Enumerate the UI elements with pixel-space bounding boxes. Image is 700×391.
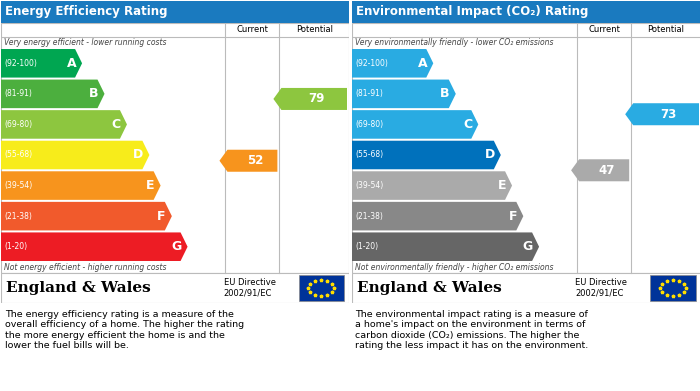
Polygon shape (352, 171, 512, 200)
Polygon shape (1, 171, 160, 200)
Text: A: A (66, 57, 76, 70)
Text: Current: Current (588, 25, 620, 34)
Polygon shape (352, 80, 456, 108)
Text: (39-54): (39-54) (355, 181, 384, 190)
Bar (352, 23, 700, 273)
Text: (69-80): (69-80) (355, 120, 383, 129)
Text: E: E (146, 179, 155, 192)
Bar (352, 1, 700, 23)
Text: EU Directive
2002/91/EC: EU Directive 2002/91/EC (575, 278, 627, 298)
Polygon shape (352, 232, 539, 261)
Polygon shape (571, 159, 629, 181)
Text: (81-91): (81-91) (355, 90, 383, 99)
Polygon shape (1, 202, 172, 230)
Polygon shape (1, 232, 188, 261)
Polygon shape (352, 49, 433, 77)
Text: Not environmentally friendly - higher CO₂ emissions: Not environmentally friendly - higher CO… (355, 263, 554, 272)
Text: England & Wales: England & Wales (357, 281, 502, 295)
Text: 73: 73 (660, 108, 677, 121)
Bar (650, 275, 696, 301)
Text: (92-100): (92-100) (4, 59, 37, 68)
Text: Potential: Potential (648, 25, 685, 34)
Text: G: G (523, 240, 533, 253)
Text: Potential: Potential (295, 25, 332, 34)
Text: EU Directive
2002/91/EC: EU Directive 2002/91/EC (224, 278, 276, 298)
Text: The energy efficiency rating is a measure of the
overall efficiency of a home. T: The energy efficiency rating is a measur… (5, 310, 244, 350)
Text: B: B (89, 87, 99, 100)
Text: F: F (158, 210, 166, 222)
Text: (21-38): (21-38) (355, 212, 383, 221)
Text: C: C (112, 118, 121, 131)
Polygon shape (274, 88, 347, 110)
Bar (1, 273, 349, 303)
Text: A: A (418, 57, 427, 70)
Text: (55-68): (55-68) (355, 151, 383, 160)
Text: The environmental impact rating is a measure of
a home's impact on the environme: The environmental impact rating is a mea… (355, 310, 588, 350)
Text: (21-38): (21-38) (4, 212, 32, 221)
Text: B: B (440, 87, 450, 100)
Polygon shape (1, 110, 127, 139)
Polygon shape (1, 80, 104, 108)
Text: (39-54): (39-54) (4, 181, 32, 190)
Polygon shape (1, 141, 149, 169)
Text: D: D (484, 149, 495, 161)
Text: England & Wales: England & Wales (6, 281, 150, 295)
Text: 47: 47 (598, 164, 615, 177)
Polygon shape (220, 150, 277, 172)
Bar (352, 273, 700, 303)
Polygon shape (352, 110, 478, 139)
Text: (55-68): (55-68) (4, 151, 32, 160)
Text: F: F (509, 210, 517, 222)
Text: (92-100): (92-100) (355, 59, 388, 68)
Text: (81-91): (81-91) (4, 90, 32, 99)
Text: Very energy efficient - lower running costs: Very energy efficient - lower running co… (4, 38, 167, 47)
Text: Not energy efficient - higher running costs: Not energy efficient - higher running co… (4, 263, 167, 272)
Text: C: C (463, 118, 473, 131)
Polygon shape (352, 202, 524, 230)
Bar (1, 23, 349, 273)
Text: 52: 52 (246, 154, 263, 167)
Bar (1, 1, 349, 23)
Text: E: E (498, 179, 506, 192)
Bar (298, 275, 344, 301)
Text: (1-20): (1-20) (355, 242, 378, 251)
Text: (69-80): (69-80) (4, 120, 32, 129)
Text: 79: 79 (309, 92, 325, 106)
Polygon shape (352, 141, 500, 169)
Text: D: D (133, 149, 144, 161)
Text: Energy Efficiency Rating: Energy Efficiency Rating (5, 5, 167, 18)
Text: Very environmentally friendly - lower CO₂ emissions: Very environmentally friendly - lower CO… (355, 38, 554, 47)
Polygon shape (1, 49, 82, 77)
Text: Environmental Impact (CO₂) Rating: Environmental Impact (CO₂) Rating (356, 5, 589, 18)
Text: Current: Current (237, 25, 268, 34)
Polygon shape (625, 103, 699, 125)
Text: (1-20): (1-20) (4, 242, 27, 251)
Text: G: G (172, 240, 181, 253)
